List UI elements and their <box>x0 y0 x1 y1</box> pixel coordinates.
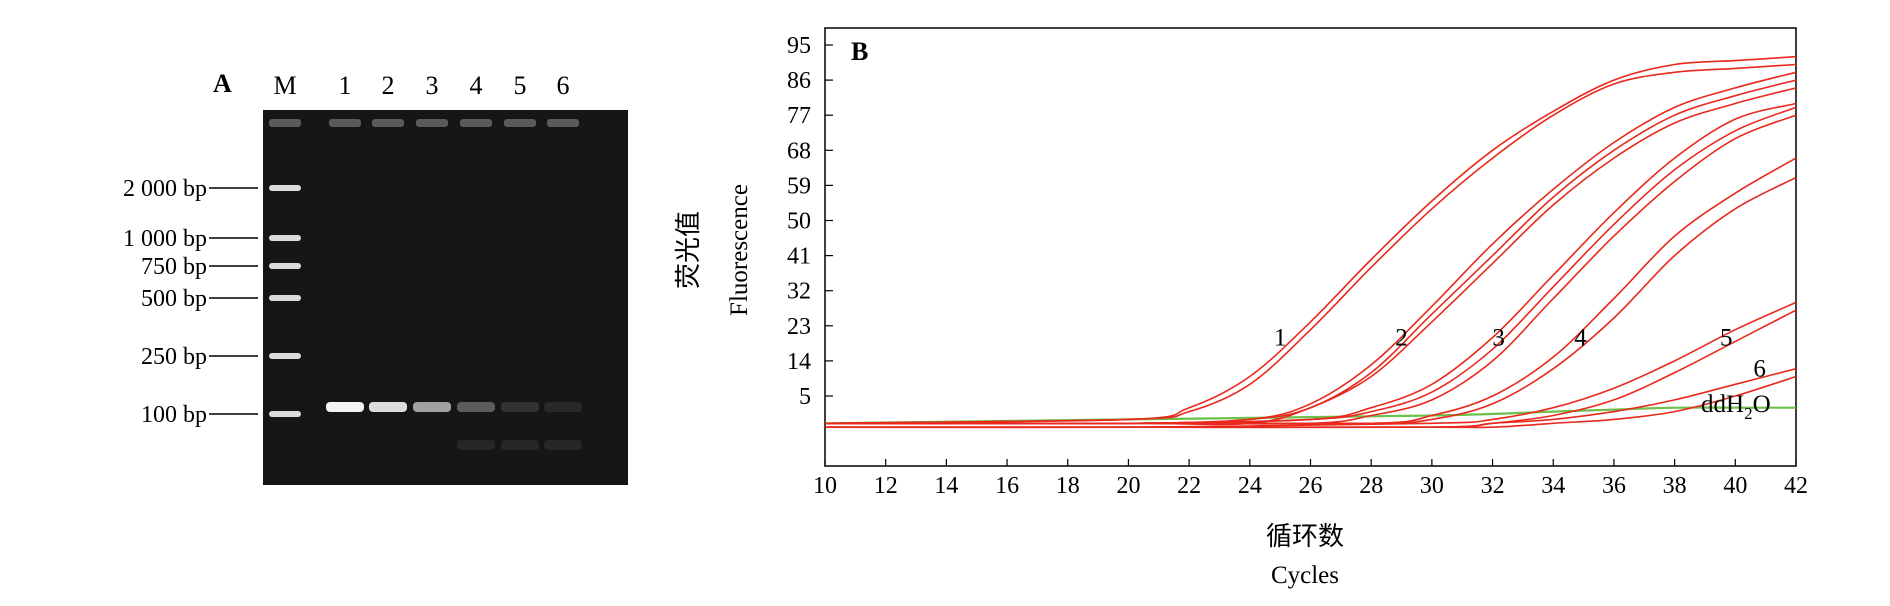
y-tick-label: 5 <box>799 384 811 410</box>
y-tick-label: 86 <box>787 68 811 94</box>
x-tick-label: 12 <box>874 473 898 499</box>
x-tick-label: 26 <box>1299 473 1323 499</box>
lane-label-1: 1 <box>339 71 352 100</box>
x-tick-label: 38 <box>1663 473 1687 499</box>
amplification-curve <box>825 87 1797 426</box>
y-tick-label: 95 <box>787 33 811 59</box>
lane-label-2: 2 <box>382 71 395 100</box>
lane-label-4: 4 <box>470 71 483 100</box>
x-axis-ticks: 10 12 14 16 18 20 22 24 26 28 30 32 34 36 38 40 42 <box>813 459 1808 499</box>
marker-label: 1 000 bp <box>123 226 207 252</box>
marker-band <box>269 185 301 191</box>
x-axis-title-cn: 循环数 <box>1266 522 1344 551</box>
well <box>547 119 579 127</box>
amplification-curve <box>825 114 1797 425</box>
sample-band <box>326 402 364 412</box>
curve-label-4: 4 <box>1574 324 1587 351</box>
gel-bands <box>269 119 582 450</box>
y-tick-label: 23 <box>787 314 811 340</box>
marker-band <box>269 353 301 359</box>
marker-label: 750 bp <box>141 254 207 280</box>
curve-label-2: 2 <box>1395 324 1408 351</box>
amplification-curve <box>824 71 1797 425</box>
sample-band <box>501 402 539 412</box>
y-tick-label: 77 <box>787 103 811 129</box>
x-tick-label: 42 <box>1784 473 1808 499</box>
y-tick-label: 32 <box>787 279 811 305</box>
y-tick-label: 14 <box>787 349 811 375</box>
sample-band <box>369 402 407 412</box>
curve-label-3: 3 <box>1492 324 1505 351</box>
panel-b-letter: B <box>851 37 868 66</box>
amplification-curve <box>825 375 1797 429</box>
curve-labels: 1 2 3 4 56 <box>1274 324 1766 382</box>
amplification-curve <box>825 176 1797 425</box>
amplification-curves <box>824 55 1797 429</box>
y-axis-title-en: Fluorescence <box>726 184 753 316</box>
gel-image <box>263 110 628 485</box>
amplification-curve <box>824 55 1797 425</box>
marker-label: 500 bp <box>141 286 207 312</box>
curve-label-1: 1 <box>1274 324 1287 351</box>
y-tick-label: 41 <box>787 244 811 270</box>
control-label: ddH2O <box>1701 391 1771 423</box>
lane-labels: 1 2 3 4 5 6 <box>339 71 570 100</box>
amplification-curve <box>824 63 1797 425</box>
y-axis-ticks: 5 14 23 32 41 50 59 68 77 86 95 <box>787 33 833 410</box>
curve-label-6: 6 <box>1753 356 1766 383</box>
well <box>372 119 404 127</box>
panel-a-letter: A <box>213 69 232 98</box>
x-tick-label: 32 <box>1481 473 1505 499</box>
lane-label-5: 5 <box>514 71 527 100</box>
well <box>329 119 361 127</box>
marker-band <box>269 235 301 241</box>
well <box>269 119 301 127</box>
marker-band <box>269 411 301 417</box>
y-axis-title-cn: 荧光值 <box>674 211 703 289</box>
amplification-curve <box>824 102 1797 425</box>
well <box>416 119 448 127</box>
primer-dimer-band <box>501 440 539 450</box>
marker-label: 2 000 bp <box>123 176 207 202</box>
x-tick-label: 24 <box>1238 473 1262 499</box>
curve-label-5: 5 <box>1720 324 1733 351</box>
well <box>504 119 536 127</box>
x-tick-label: 18 <box>1056 473 1080 499</box>
well <box>460 119 492 127</box>
lane-label-6: 6 <box>557 71 570 100</box>
y-tick-label: 50 <box>787 209 811 235</box>
x-tick-label: 20 <box>1116 473 1140 499</box>
x-tick-label: 16 <box>995 473 1019 499</box>
marker-band <box>269 295 301 301</box>
x-tick-label: 14 <box>934 473 958 499</box>
x-tick-label: 28 <box>1359 473 1383 499</box>
primer-dimer-band <box>544 440 582 450</box>
plot-frame <box>824 27 1797 467</box>
x-tick-label: 30 <box>1420 473 1444 499</box>
sample-band <box>544 402 582 412</box>
amplification-curve <box>824 106 1797 425</box>
x-tick-label: 10 <box>813 473 837 499</box>
x-tick-label: 34 <box>1541 473 1565 499</box>
marker-label: 250 bp <box>141 344 207 370</box>
lane-label-marker: M <box>273 71 296 100</box>
x-axis-title-en: Cycles <box>1271 562 1339 589</box>
x-tick-label: 22 <box>1177 473 1201 499</box>
lane-label-3: 3 <box>426 71 439 100</box>
y-tick-label: 68 <box>787 138 811 164</box>
marker-band <box>269 263 301 269</box>
primer-dimer-band <box>457 440 495 450</box>
marker-label: 100 bp <box>141 402 207 428</box>
amplification-curve <box>825 309 1797 429</box>
sample-band <box>457 402 495 412</box>
sample-band <box>413 402 451 412</box>
x-tick-label: 40 <box>1723 473 1747 499</box>
y-tick-label: 59 <box>787 173 811 199</box>
x-tick-label: 36 <box>1602 473 1626 499</box>
